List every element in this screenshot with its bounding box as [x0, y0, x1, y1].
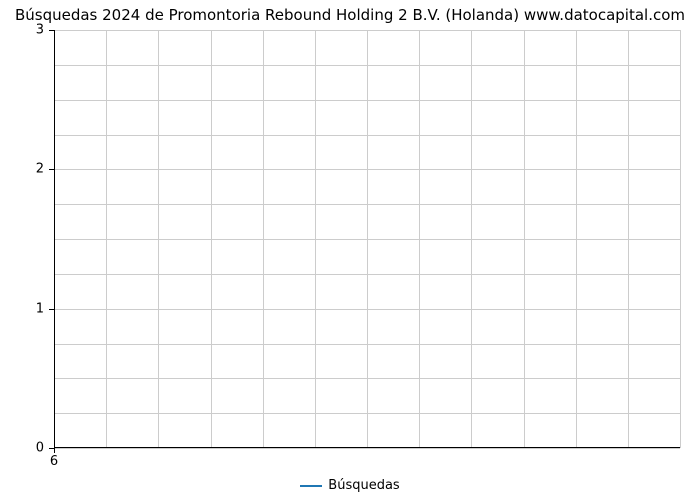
- legend-swatch: [300, 485, 322, 487]
- ytick-label: 3: [26, 23, 44, 38]
- gridline-horizontal: [54, 413, 680, 414]
- gridline-horizontal: [54, 65, 680, 66]
- gridline-horizontal: [54, 448, 680, 449]
- legend: Búsquedas: [0, 478, 700, 493]
- chart-root: Búsquedas 2024 de Promontoria Rebound Ho…: [0, 0, 700, 500]
- gridline-horizontal: [54, 204, 680, 205]
- ytick-label: 2: [26, 162, 44, 177]
- chart-title: Búsquedas 2024 de Promontoria Rebound Ho…: [0, 6, 700, 24]
- plot-area: [54, 30, 680, 448]
- gridline-horizontal: [54, 309, 680, 310]
- gridline-horizontal: [54, 169, 680, 170]
- gridline-horizontal: [54, 135, 680, 136]
- ytick-mark: [49, 309, 54, 310]
- legend-label: Búsquedas: [328, 478, 399, 493]
- axis-spine-bottom: [54, 447, 680, 448]
- gridline-horizontal: [54, 344, 680, 345]
- ytick-mark: [49, 30, 54, 31]
- gridline-horizontal: [54, 239, 680, 240]
- ytick-label: 0: [26, 441, 44, 456]
- ytick-label: 1: [26, 301, 44, 316]
- axis-spine-left: [54, 30, 55, 448]
- gridline-vertical: [680, 30, 681, 448]
- gridline-horizontal: [54, 378, 680, 379]
- xtick-label: 6: [50, 454, 58, 469]
- gridline-horizontal: [54, 100, 680, 101]
- xtick-mark: [54, 448, 55, 453]
- ytick-mark: [49, 169, 54, 170]
- gridline-horizontal: [54, 30, 680, 31]
- gridline-horizontal: [54, 274, 680, 275]
